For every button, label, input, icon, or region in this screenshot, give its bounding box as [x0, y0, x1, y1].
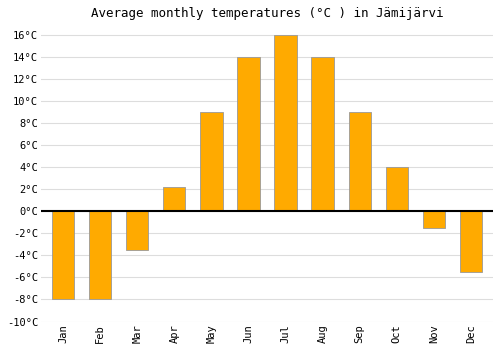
Bar — [238, 57, 260, 211]
Bar — [200, 112, 222, 211]
Bar — [422, 211, 445, 228]
Title: Average monthly temperatures (°C ) in Jämijärvi: Average monthly temperatures (°C ) in Jä… — [91, 7, 444, 20]
Bar — [126, 211, 148, 250]
Bar — [460, 211, 482, 272]
Bar — [348, 112, 371, 211]
Bar — [52, 211, 74, 300]
Bar — [164, 187, 186, 211]
Bar — [274, 35, 296, 211]
Bar — [312, 57, 334, 211]
Bar — [89, 211, 112, 300]
Bar — [386, 167, 408, 211]
